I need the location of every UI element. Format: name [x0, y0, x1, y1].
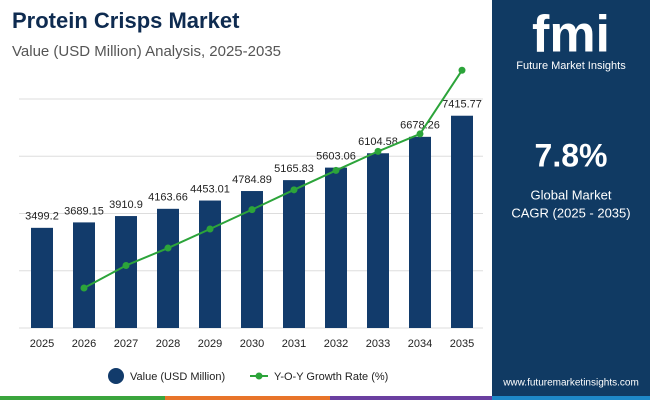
x-tick-label: 2027: [114, 338, 138, 350]
value-label: 6104.58: [358, 136, 398, 148]
growth-point: [164, 244, 172, 252]
value-label: 5603.06: [316, 151, 356, 163]
bar: [241, 191, 263, 328]
bar: [451, 115, 473, 328]
value-label: 3499.2: [25, 211, 59, 223]
bar: [325, 167, 347, 328]
x-tick-label: 2030: [240, 338, 264, 350]
bar: [367, 153, 389, 328]
value-label: 4784.89: [232, 174, 272, 186]
value-label: 4163.66: [148, 192, 188, 204]
bar: [31, 227, 53, 328]
x-tick-label: 2033: [366, 338, 390, 350]
legend-marker: [108, 368, 124, 384]
value-label: 4453.01: [190, 183, 230, 195]
growth-point: [248, 206, 256, 214]
x-tick-label: 2029: [198, 338, 222, 350]
growth-point: [332, 166, 340, 174]
stripe: [492, 396, 650, 400]
growth-line: [83, 69, 463, 289]
growth-point: [80, 284, 88, 292]
legend-label: Value (USD Million): [130, 371, 225, 383]
growth-point: [206, 225, 214, 233]
bar: [283, 180, 305, 328]
bar: [199, 200, 221, 328]
value-label: 3689.15: [64, 205, 104, 217]
x-tick-label: 2026: [72, 338, 96, 350]
bar: [73, 222, 95, 328]
x-tick-label: 2028: [156, 338, 180, 350]
value-label: 5165.83: [274, 163, 314, 175]
stripe: [165, 396, 330, 400]
x-tick-label: 2035: [450, 338, 474, 350]
x-tick-label: 2031: [282, 338, 306, 350]
logo: fmi: [532, 6, 610, 64]
x-tick-label: 2032: [324, 338, 348, 350]
website: www.futuremarketinsights.com: [502, 378, 639, 389]
chart-title: Protein Crisps Market: [12, 8, 240, 33]
cagr-period: CAGR (2025 - 2035): [511, 205, 630, 220]
bar: [157, 208, 179, 328]
value-label: 7415.77: [442, 99, 482, 111]
stripe: [0, 396, 165, 400]
growth-point: [458, 66, 466, 74]
x-tick-label: 2025: [30, 338, 54, 350]
bar: [409, 136, 431, 328]
value-label: 3910.9: [109, 199, 143, 211]
bar: [115, 216, 137, 328]
side-panel: [492, 0, 650, 400]
value-label: 6678.26: [400, 120, 440, 132]
chart-subtitle: Value (USD Million) Analysis, 2025-2035: [12, 43, 281, 60]
growth-point: [416, 130, 424, 138]
growth-point: [374, 147, 382, 155]
stripe: [330, 396, 492, 400]
brand-name: Future Market Insights: [516, 60, 626, 72]
cagr-label: Global Market: [531, 187, 612, 202]
cagr-value: 7.8%: [535, 137, 608, 173]
legend-label: Y-O-Y Growth Rate (%): [274, 371, 388, 383]
growth-point: [122, 262, 130, 270]
x-tick-label: 2034: [408, 338, 432, 350]
growth-point: [290, 186, 298, 194]
legend-marker: [255, 372, 263, 380]
